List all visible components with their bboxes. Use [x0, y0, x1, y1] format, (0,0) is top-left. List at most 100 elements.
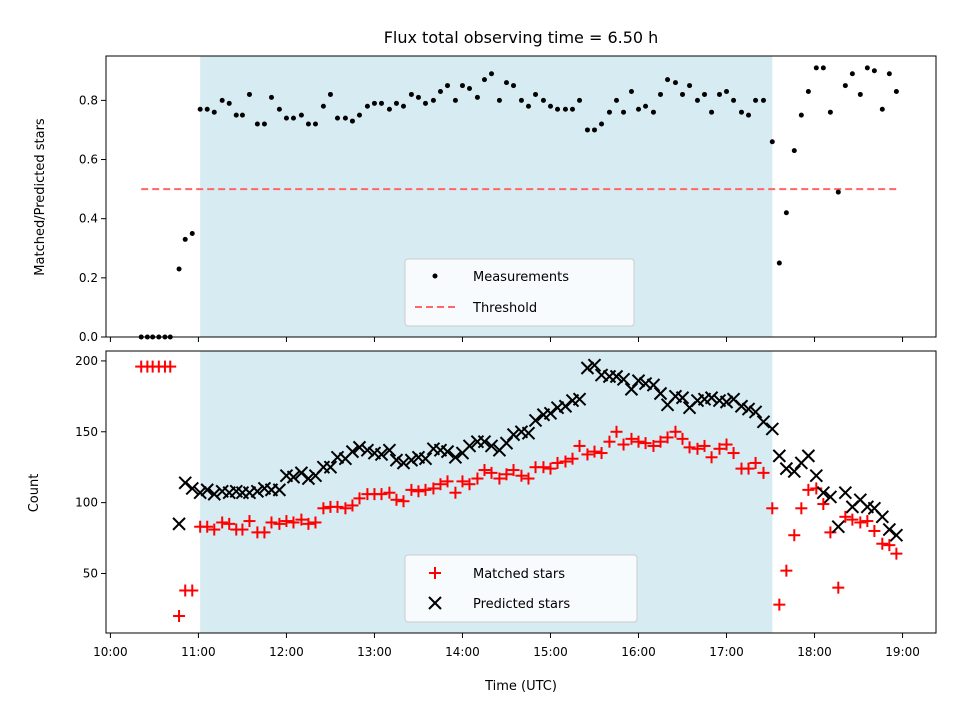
matched-star-point [434, 478, 447, 491]
ratio-plot-frame [105, 55, 937, 338]
measurement-point [562, 106, 568, 112]
matched-star-point [216, 516, 229, 529]
matched-star-point [839, 510, 852, 523]
measurement-point [709, 109, 715, 115]
measurement-point [769, 139, 775, 145]
predicted-star-point [462, 439, 477, 453]
measurement-point [320, 103, 326, 109]
measurement-point [533, 91, 539, 97]
matched-star-point [280, 515, 293, 528]
matched-star-point [412, 485, 425, 498]
measurement-point [219, 97, 225, 103]
measurement-point [415, 94, 421, 100]
x-tick-label: 10:00 [93, 645, 128, 659]
ratio-legend: Measurements Threshold [404, 258, 635, 327]
matched-star-point [824, 526, 837, 539]
y-tick-label: 0.0 [79, 330, 98, 344]
predicted-star-point [779, 461, 794, 476]
matched-star-point [632, 435, 645, 448]
predicted-star-point [521, 426, 536, 440]
predicted-star-point [389, 453, 404, 467]
predicted-star-point [816, 486, 831, 500]
matched-star-point [581, 448, 594, 461]
count-legend-box [404, 554, 638, 623]
measurement-point [871, 68, 877, 74]
measurement-point [503, 80, 509, 86]
measurement-point [606, 109, 612, 115]
x-tick-label: 19:00 [885, 645, 920, 659]
predicted-star-point [345, 444, 360, 459]
measurement-point [452, 97, 458, 103]
measurement-point [694, 97, 700, 103]
measurement-point [261, 121, 267, 127]
measurement-point [827, 109, 833, 115]
matched-star-point [544, 462, 557, 475]
predicted-star-point [418, 451, 433, 466]
measurement-point [511, 83, 517, 89]
x-tick-label: 14:00 [445, 645, 480, 659]
predicted-star-point [301, 471, 316, 486]
measurement-point [813, 65, 819, 71]
predicted-star-point [772, 449, 787, 463]
measurement-point [760, 97, 766, 103]
matched-star-point [854, 516, 867, 529]
predicted-star-point [404, 453, 419, 467]
x-axis-label: Time (UTC) [484, 679, 557, 694]
measurement-point [584, 127, 590, 133]
matched-star-point [208, 523, 221, 536]
measurement-point [621, 109, 627, 115]
matched-star-point [603, 435, 616, 448]
measurement-point [408, 91, 414, 97]
measurement-point [437, 88, 443, 94]
predicted-star-point [704, 391, 719, 405]
measurement-point [371, 100, 377, 106]
predicted-star-point [609, 369, 624, 384]
matched-star-point [456, 475, 469, 488]
matched-star-point [353, 492, 366, 505]
predicted-star-point [734, 399, 749, 413]
predicted-star-point [587, 358, 602, 372]
measurement-point [540, 97, 546, 103]
measurement-point [364, 103, 370, 109]
matched-star-point [339, 502, 352, 515]
ratio-y-axis-label: Matched/Predicted stars [33, 118, 48, 276]
matched-star-point [287, 516, 300, 529]
y-tick-label: 0.2 [79, 271, 98, 285]
matched-star-point [639, 437, 652, 450]
predicted-star-point [653, 386, 668, 401]
predicted-star-point [719, 395, 734, 409]
predicted-star-point [506, 427, 521, 442]
predicted-star-point [193, 486, 207, 500]
matched-star-point [551, 456, 564, 469]
matched-star-point [883, 539, 896, 552]
predicted-star-point [484, 439, 499, 453]
measurement-point [738, 109, 744, 115]
measurement-point [658, 91, 664, 97]
matched-star-point [802, 483, 815, 496]
matched-star-point [164, 360, 177, 373]
matched-star-point [309, 516, 322, 529]
measurement-point [599, 121, 605, 127]
matched-star-point [265, 516, 278, 529]
matched-star-point [493, 472, 506, 485]
matched-star-point [669, 425, 682, 438]
count-plot-frame [105, 350, 937, 634]
predicted-star-point [765, 422, 779, 436]
matched-star-point [773, 598, 786, 611]
x-tick-label: 12:00 [269, 645, 304, 659]
matched-star-point [788, 529, 801, 542]
matched-star-point [595, 447, 608, 460]
matched-star-point [705, 451, 718, 464]
measurement-point [246, 91, 252, 97]
predicted-star-point [440, 444, 455, 459]
legend-label-matched: Matched stars [473, 567, 565, 582]
measurement-point [547, 103, 553, 109]
matched-star-point [868, 524, 881, 537]
matched-star-point [559, 455, 572, 468]
measurement-point [290, 115, 296, 121]
measurement-point [776, 260, 782, 266]
matched-star-points [135, 360, 903, 622]
matched-star-point [375, 488, 388, 501]
matched-star-point [617, 438, 630, 451]
predicted-star-point [477, 434, 492, 449]
